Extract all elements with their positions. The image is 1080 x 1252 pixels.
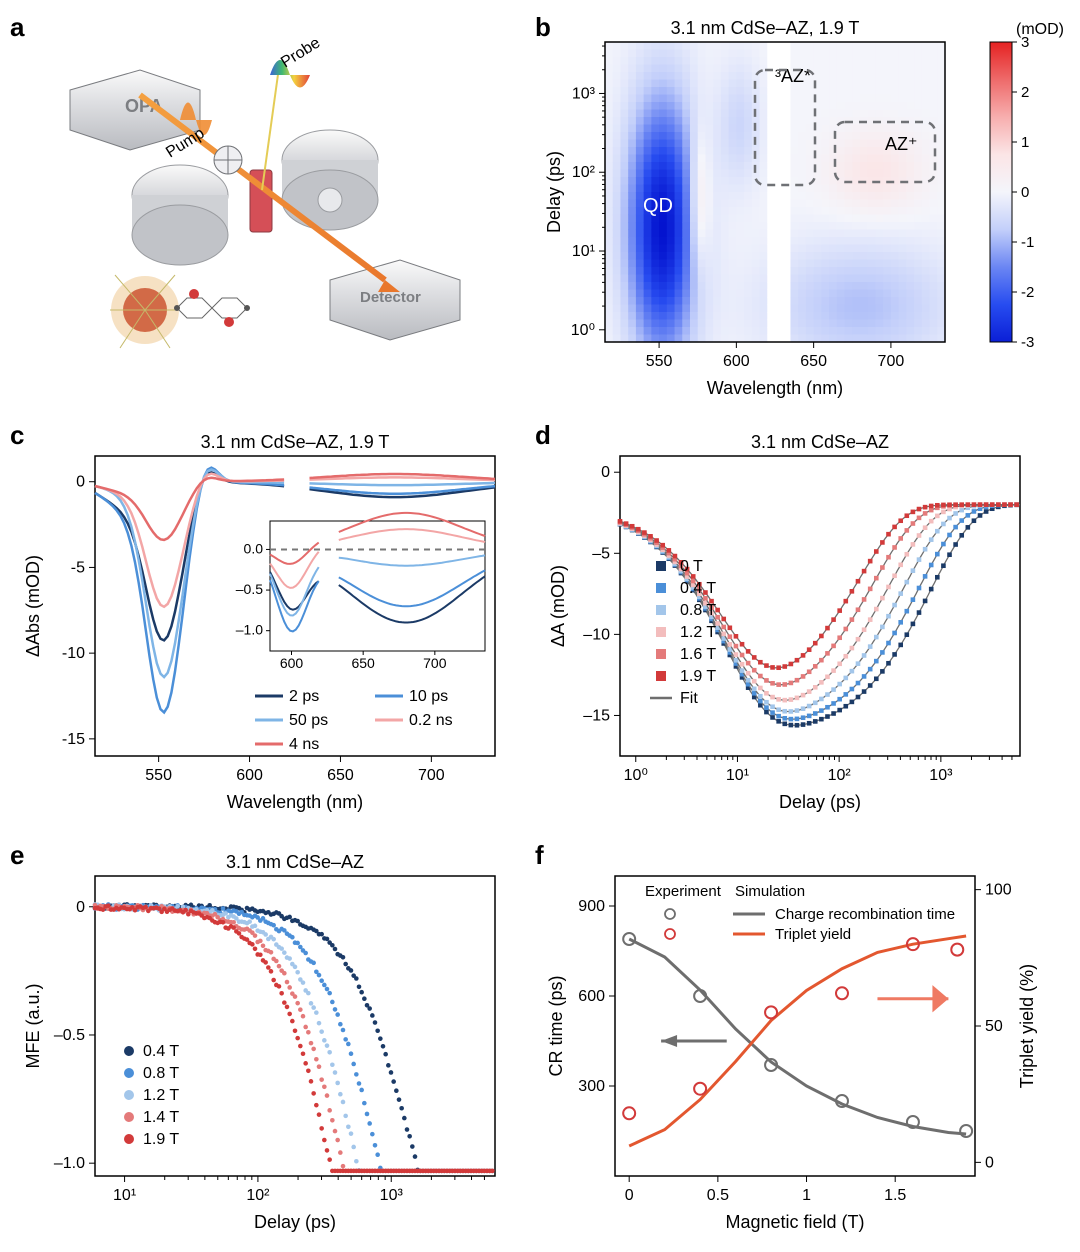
svg-text:700: 700 [423,655,447,671]
svg-text:0: 0 [76,899,85,916]
svg-text:Wavelength (nm): Wavelength (nm) [707,378,843,398]
panel-b-heatmap: 3.1 nm CdSe–AZ, 1.9 T(mOD)55060065070010… [540,18,1070,413]
svg-text:Probe: Probe [278,40,323,71]
svg-text:700: 700 [878,353,905,370]
svg-text:3.1 nm CdSe–AZ: 3.1 nm CdSe–AZ [226,852,364,872]
svg-text:–5: –5 [592,545,610,562]
svg-text:0: 0 [601,464,610,481]
svg-text:550: 550 [145,767,172,784]
svg-text:10¹: 10¹ [572,243,595,260]
svg-text:ΔAbs (mOD): ΔAbs (mOD) [23,555,43,657]
svg-text:–0.5: –0.5 [54,1027,85,1044]
svg-text:Delay (ps): Delay (ps) [544,151,564,233]
svg-text:–10: –10 [583,626,610,643]
svg-text:Delay (ps): Delay (ps) [779,792,861,812]
svg-text:10⁰: 10⁰ [571,322,595,339]
svg-text:700: 700 [418,767,445,784]
svg-text:Experiment: Experiment [645,883,722,900]
svg-text:1.6 T: 1.6 T [680,646,716,663]
svg-text:0.4 T: 0.4 T [143,1043,179,1060]
svg-text:-10: -10 [62,645,85,662]
svg-text:0.0: 0.0 [244,540,264,556]
svg-text:2: 2 [1021,84,1029,101]
svg-text:Fit: Fit [680,690,698,707]
svg-text:650: 650 [800,353,827,370]
svg-text:10¹: 10¹ [726,767,749,784]
svg-text:–0.5: –0.5 [236,581,263,597]
svg-text:1.5: 1.5 [884,1187,906,1204]
svg-text:–15: –15 [583,707,610,724]
svg-text:10⁰: 10⁰ [624,767,648,784]
svg-text:QD: QD [643,195,673,217]
svg-text:100: 100 [985,882,1012,899]
svg-text:0 T: 0 T [680,558,703,575]
svg-text:–1.0: –1.0 [236,622,263,638]
svg-text:1.2 T: 1.2 T [680,624,716,641]
svg-text:Simulation: Simulation [735,883,805,900]
svg-text:AZ⁺: AZ⁺ [885,134,918,154]
svg-text:0: 0 [1021,184,1029,201]
svg-text:650: 650 [327,767,354,784]
svg-text:3.1 nm CdSe–AZ, 1.9 T: 3.1 nm CdSe–AZ, 1.9 T [671,18,860,38]
panel-e-mfe: 3.1 nm CdSe–AZ 10¹ 10² 10³ –1.0 –0.5 0 Delay (p… [15,852,530,1247]
svg-text:Charge recombination time: Charge recombination time [775,906,955,923]
svg-text:-15: -15 [62,731,85,748]
svg-text:10 ps: 10 ps [409,688,448,705]
svg-text:0.4 T: 0.4 T [680,580,716,597]
svg-text:600: 600 [578,988,605,1005]
svg-text:10¹: 10¹ [113,1187,136,1204]
svg-text:CR time (ps): CR time (ps) [546,975,566,1076]
svg-text:-1: -1 [1021,234,1034,251]
svg-text:-3: -3 [1021,334,1034,351]
svg-text:600: 600 [723,353,750,370]
svg-text:10³: 10³ [929,767,953,784]
panel-d-kinetics: 3.1 nm CdSe–AZ 10⁰ 10¹ 10² 10³ –15 –10 –5 0 Delay… [540,432,1070,827]
svg-text:2 ps: 2 ps [289,688,319,705]
svg-text:Wavelength (nm): Wavelength (nm) [227,792,363,812]
panel-c-spectra: 3.1 nm CdSe–AZ, 1.9 T 550 600 650 700 -15 -10 -… [15,432,530,827]
svg-text:1.4 T: 1.4 T [143,1109,179,1126]
svg-text:0.5: 0.5 [707,1187,729,1204]
svg-text:10²: 10² [572,164,596,181]
svg-text:1: 1 [802,1187,811,1204]
svg-text:10²: 10² [828,767,852,784]
svg-text:1.9 T: 1.9 T [680,668,716,685]
svg-text:Triplet yield (%): Triplet yield (%) [1017,964,1037,1088]
svg-text:1.9 T: 1.9 T [143,1131,179,1148]
svg-text:-5: -5 [71,559,85,576]
svg-text:1.2 T: 1.2 T [143,1087,179,1104]
svg-text:3: 3 [1021,34,1029,51]
svg-text:600: 600 [280,655,304,671]
svg-text:0: 0 [76,474,85,491]
svg-text:50 ps: 50 ps [289,712,328,729]
svg-text:0: 0 [985,1154,994,1171]
svg-text:3.1 nm CdSe–AZ, 1.9 T: 3.1 nm CdSe–AZ, 1.9 T [201,432,390,452]
svg-text:0.8 T: 0.8 T [680,602,716,619]
svg-text:Triplet yield: Triplet yield [775,926,851,943]
panel-f-summary: 0 0.5 1 1.5 300 600 900 0 50 100 Magnetic field (T… [540,852,1070,1247]
svg-text:650: 650 [351,655,375,671]
svg-text:900: 900 [578,898,605,915]
svg-text:-2: -2 [1021,284,1034,301]
svg-text:0.2 ns: 0.2 ns [409,712,453,729]
svg-text:–1.0: –1.0 [54,1155,85,1172]
svg-text:0: 0 [625,1187,634,1204]
svg-text:Delay (ps): Delay (ps) [254,1212,336,1232]
svg-text:4 ns: 4 ns [289,736,319,753]
svg-text:550: 550 [646,353,673,370]
panel-label-a: a [10,12,24,43]
panel-a-schematic: OPA Detector Pump Probe [30,40,490,380]
svg-text:600: 600 [236,767,263,784]
svg-text:300: 300 [578,1078,605,1095]
svg-text:10²: 10² [246,1187,270,1204]
svg-text:10³: 10³ [572,85,596,102]
svg-text:3.1 nm CdSe–AZ: 3.1 nm CdSe–AZ [751,432,889,452]
svg-text:0.8 T: 0.8 T [143,1065,179,1082]
svg-text:50: 50 [985,1018,1003,1035]
svg-text:Magnetic field (T): Magnetic field (T) [725,1212,864,1232]
svg-text:1: 1 [1021,134,1029,151]
svg-text:MFE (a.u.): MFE (a.u.) [23,983,43,1068]
svg-text:ΔA (mOD): ΔA (mOD) [548,565,568,647]
svg-text:10³: 10³ [380,1187,404,1204]
